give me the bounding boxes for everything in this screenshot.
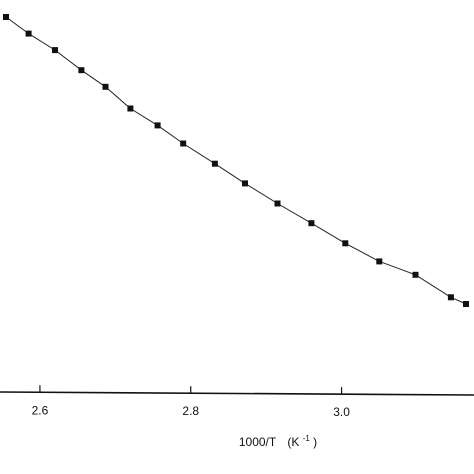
data-point-6	[154, 122, 161, 129]
data-point-8	[211, 160, 218, 167]
data-point-15	[447, 294, 454, 301]
data-point-5	[127, 105, 134, 112]
data-point-13	[376, 258, 383, 265]
x-axis-label-text: 1000/T	[239, 435, 277, 449]
data-point-2	[52, 47, 58, 54]
series-line	[5, 16, 467, 305]
x-tick-label-1: 2.8	[182, 404, 199, 418]
data-point-3	[78, 67, 85, 74]
x-tick-label-2: 3.0	[333, 405, 350, 419]
data-point-14	[412, 271, 419, 278]
x-axis-ticks	[39, 385, 343, 395]
x-axis-unit-base: (K	[287, 435, 299, 449]
x-axis-unit-sup: -1	[303, 434, 311, 443]
x-tick-label-0: 2.6	[32, 403, 49, 417]
data-point-9	[242, 180, 248, 187]
data-point-16	[463, 301, 469, 307]
data-point-0	[3, 14, 9, 20]
series-markers	[3, 14, 469, 307]
data-point-11	[308, 220, 315, 227]
x-axis-line	[0, 391, 474, 396]
data-point-10	[274, 200, 281, 207]
x-axis-tick-labels: 2.6 2.8 3.0	[32, 403, 351, 419]
data-point-4	[102, 83, 109, 90]
data-point-7	[180, 140, 187, 147]
data-point-12	[342, 240, 349, 247]
x-axis-unit-close: )	[313, 435, 317, 449]
x-axis-label: 1000/T (K -1 )	[239, 430, 317, 449]
data-point-1	[25, 30, 32, 37]
